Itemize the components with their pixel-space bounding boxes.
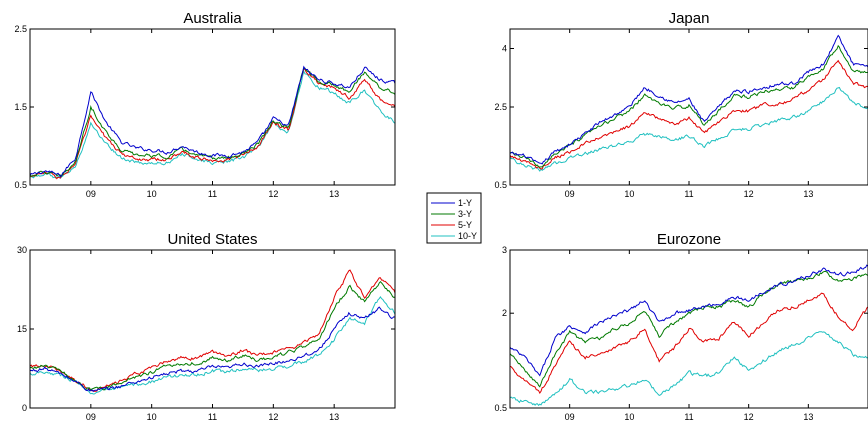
x-tick-label: 11	[684, 189, 693, 199]
y-tick-label: 2.5	[14, 24, 27, 34]
x-tick-label: 12	[268, 412, 278, 422]
legend-label: 5-Y	[458, 220, 472, 230]
x-tick-label: 13	[803, 189, 813, 199]
y-tick-label: 1.5	[14, 102, 27, 112]
legend-label: 1-Y	[458, 198, 472, 208]
series-line-3-y	[510, 44, 868, 168]
panel-eurozone: Eurozone 0.5 2 3 09 10 11 12 13	[494, 231, 868, 422]
x-tick-label: 11	[208, 189, 217, 199]
y-tick-label: 2.5	[494, 102, 507, 112]
y-tick-label: 0.5	[494, 180, 507, 190]
series-line-5-y	[510, 59, 868, 170]
x-tick-label: 12	[744, 412, 754, 422]
x-tick-label: 10	[147, 412, 157, 422]
series-line-3-y	[510, 270, 868, 388]
y-tick-label: 0.5	[494, 403, 507, 413]
series-line-5-y	[510, 292, 868, 394]
x-tick-label: 09	[565, 412, 575, 422]
axes-frame	[29, 249, 396, 409]
panel-japan: Japan 0.5 2.5 4 09 10 11 12 13	[494, 10, 868, 199]
y-tick-label: 3	[502, 245, 507, 255]
panel-title: Australia	[183, 10, 242, 27]
x-tick-label: 09	[86, 189, 96, 199]
series-line-1-y	[510, 34, 868, 165]
x-tick-label: 11	[684, 412, 693, 422]
y-tick-label: 2	[502, 308, 507, 318]
x-tick-label: 12	[268, 189, 278, 199]
x-tick-label: 10	[147, 189, 157, 199]
series-line-1-y	[30, 65, 395, 178]
series-line-1-y	[510, 264, 868, 377]
series-line-3-y	[30, 280, 395, 392]
x-tick-label: 12	[744, 189, 754, 199]
y-tick-label: 15	[17, 324, 27, 334]
panel-title: United States	[167, 231, 257, 248]
legend-label: 3-Y	[458, 209, 472, 219]
legend-label: 10-Y	[458, 231, 477, 241]
y-tick-label: 30	[17, 245, 27, 255]
legend: 1-Y3-Y5-Y10-Y	[426, 192, 482, 244]
series-line-10-y	[30, 69, 395, 180]
series-line-10-y	[510, 331, 868, 407]
panel-australia: Australia 0.5 1.5 2.5 09 10 11 12 13	[14, 10, 396, 199]
series-line-10-y	[510, 86, 868, 172]
x-tick-label: 11	[208, 412, 217, 422]
y-tick-label: 0.5	[14, 180, 27, 190]
series-line-1-y	[30, 306, 395, 393]
series-line-3-y	[30, 67, 395, 177]
x-tick-label: 10	[624, 412, 634, 422]
legend-box	[426, 192, 482, 244]
panel-title: Eurozone	[657, 231, 721, 248]
y-tick-label: 4	[502, 44, 507, 54]
y-tick-label: 0	[22, 403, 27, 413]
panel-united-states: United States 0 15 30 09 10 11 12 13	[17, 231, 396, 422]
x-tick-label: 09	[565, 189, 575, 199]
x-tick-label: 10	[624, 189, 634, 199]
series-line-10-y	[30, 295, 395, 395]
series-line-5-y	[30, 67, 395, 180]
x-tick-label: 13	[329, 412, 339, 422]
x-tick-label: 13	[803, 412, 813, 422]
x-tick-label: 09	[86, 412, 96, 422]
x-tick-label: 13	[329, 189, 339, 199]
panel-title: Japan	[669, 10, 710, 27]
